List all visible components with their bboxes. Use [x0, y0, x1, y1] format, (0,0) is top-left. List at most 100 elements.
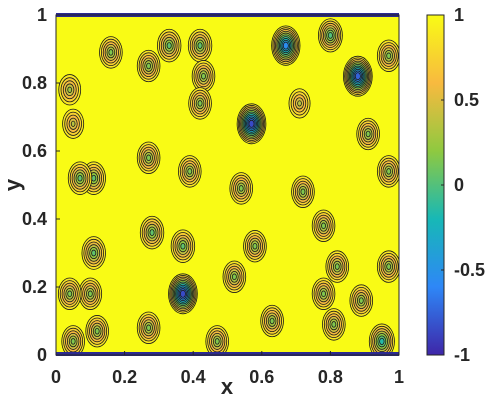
contour-ring [197, 42, 203, 49]
contour-basin [356, 117, 380, 151]
contour-basin [61, 325, 85, 355]
y-tick-label: 0.2 [22, 277, 47, 297]
y-axis-label: y [0, 178, 25, 191]
bottom-boundary-strip [56, 352, 399, 356]
contour-basin [187, 28, 213, 63]
contour-ring [94, 327, 100, 335]
contour-basin [136, 311, 161, 344]
contour-ring [70, 120, 76, 127]
contour-ring [187, 168, 193, 175]
contour-basin [178, 155, 202, 188]
contour-ring [91, 249, 97, 257]
colorbar-tick-label: 0.5 [454, 90, 479, 110]
contour-ring [238, 185, 244, 192]
contour-basin [311, 209, 336, 242]
contour-basin [318, 18, 343, 53]
contour-basin [376, 155, 399, 188]
contour-basin [368, 323, 395, 355]
contour-basin [205, 325, 229, 355]
contour-ring [70, 338, 76, 345]
contour-ring [146, 62, 152, 70]
contour-basin [136, 49, 161, 83]
y-tick-label: 0.4 [22, 209, 47, 229]
colorbar-tick-label: -1 [454, 345, 470, 365]
colorbar-tick-label: 0 [454, 175, 464, 195]
y-tick-label: 0.8 [22, 73, 47, 93]
contour-basin [229, 172, 253, 205]
contour-basin [78, 277, 103, 310]
contour-basin [157, 28, 182, 63]
x-axis-label: x [221, 374, 234, 399]
y-tick-label: 1 [37, 5, 47, 25]
x-tick-label: 0.6 [249, 367, 274, 387]
field-background [56, 15, 399, 355]
contour-basin [58, 74, 82, 106]
contour-ring [231, 273, 237, 281]
contour-ring [67, 290, 73, 298]
contour-ring [379, 337, 385, 345]
x-tick-label: 1 [394, 367, 404, 387]
y-tick-label: 0.6 [22, 141, 47, 161]
contour-basin [67, 161, 93, 195]
contour-basin [168, 273, 198, 315]
contour-basin [81, 236, 106, 270]
colorbar-tick-label: -0.5 [454, 260, 485, 280]
contour-ring [67, 86, 73, 93]
y-tick-label: 0 [37, 345, 47, 365]
contour-layer [57, 18, 399, 355]
contour-ring [300, 188, 306, 196]
contour-ring [146, 154, 152, 162]
plot-area [55, 13, 400, 356]
contour-ring [252, 242, 258, 250]
contour-basin [62, 108, 85, 139]
contour-basin [222, 260, 247, 293]
contour-basin [236, 103, 267, 145]
contour-basin [376, 39, 399, 72]
contour-basin [376, 250, 399, 283]
contour-ring [269, 317, 275, 325]
contour-basin [57, 277, 82, 310]
x-tick-label: 0.2 [112, 367, 137, 387]
plot-frame [55, 14, 400, 356]
contour-basin [291, 175, 315, 208]
contour-ring [108, 49, 114, 56]
contour-ring [386, 168, 392, 175]
contour-ring [91, 174, 97, 182]
contour-ring [297, 100, 302, 107]
colorbar: -1 -0.5 0 0.5 1 [426, 5, 485, 365]
contour-ring [77, 174, 83, 182]
contour-ring [248, 119, 255, 128]
contour-basin [99, 36, 123, 69]
contour-basin [260, 304, 284, 338]
contour-basin [349, 284, 374, 317]
contour-basin [322, 308, 346, 341]
contour-basin [325, 250, 350, 283]
contour-ring [365, 130, 371, 138]
contour-ring [331, 321, 337, 328]
contour-basin [243, 230, 267, 263]
contour-basin [311, 277, 336, 310]
x-tick-label: 0.4 [181, 367, 206, 387]
contour-ring [201, 72, 206, 80]
colorbar-ticks: -1 -0.5 0 0.5 1 [441, 5, 485, 365]
contour-ring [386, 263, 392, 270]
contour-ring [334, 263, 340, 270]
x-tick-label: 0.8 [318, 367, 343, 387]
contour-basin [85, 315, 109, 348]
contour-ring [214, 338, 220, 345]
contour-basin [139, 215, 165, 250]
contour-basin [170, 229, 196, 263]
contour-ring [179, 289, 186, 298]
x-tick-label: 0 [51, 367, 61, 387]
contour-ring [146, 324, 152, 332]
x-axis: 0 0.2 0.4 0.6 0.8 1 [51, 351, 404, 387]
contour-ring [321, 222, 326, 230]
contour-ring [87, 290, 93, 298]
contour-basin [136, 141, 161, 174]
contour-ring [327, 32, 333, 39]
contour-ring [197, 100, 203, 107]
contour-ring [321, 290, 326, 298]
contour-basin [188, 87, 212, 120]
contour-basin [271, 25, 301, 66]
